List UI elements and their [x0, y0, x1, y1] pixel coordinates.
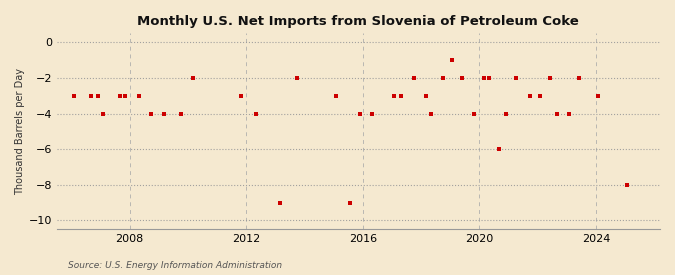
Point [457, 76, 468, 80]
Point [483, 76, 494, 80]
Point [331, 94, 342, 98]
Point [119, 94, 130, 98]
Point [437, 76, 448, 80]
Point [421, 94, 431, 98]
Point [447, 58, 458, 62]
Point [525, 94, 536, 98]
Point [345, 200, 356, 205]
Point [250, 111, 261, 116]
Point [236, 94, 246, 98]
Point [68, 94, 79, 98]
Point [479, 76, 489, 80]
Point [367, 111, 378, 116]
Point [408, 76, 419, 80]
Point [535, 94, 545, 98]
Point [97, 111, 108, 116]
Point [622, 183, 632, 187]
Point [275, 200, 286, 205]
Point [188, 76, 198, 80]
Point [389, 94, 400, 98]
Point [158, 111, 169, 116]
Point [292, 76, 302, 80]
Point [146, 111, 157, 116]
Text: Source: U.S. Energy Information Administration: Source: U.S. Energy Information Administ… [68, 260, 281, 270]
Point [564, 111, 574, 116]
Point [551, 111, 562, 116]
Point [501, 111, 512, 116]
Point [176, 111, 186, 116]
Y-axis label: Thousand Barrels per Day: Thousand Barrels per Day [15, 68, 25, 195]
Point [574, 76, 585, 80]
Point [86, 94, 97, 98]
Point [115, 94, 126, 98]
Point [493, 147, 504, 151]
Point [355, 111, 366, 116]
Point [510, 76, 521, 80]
Point [134, 94, 144, 98]
Point [396, 94, 407, 98]
Point [593, 94, 603, 98]
Title: Monthly U.S. Net Imports from Slovenia of Petroleum Coke: Monthly U.S. Net Imports from Slovenia o… [138, 15, 579, 28]
Point [425, 111, 436, 116]
Point [92, 94, 103, 98]
Point [545, 76, 556, 80]
Point [469, 111, 480, 116]
